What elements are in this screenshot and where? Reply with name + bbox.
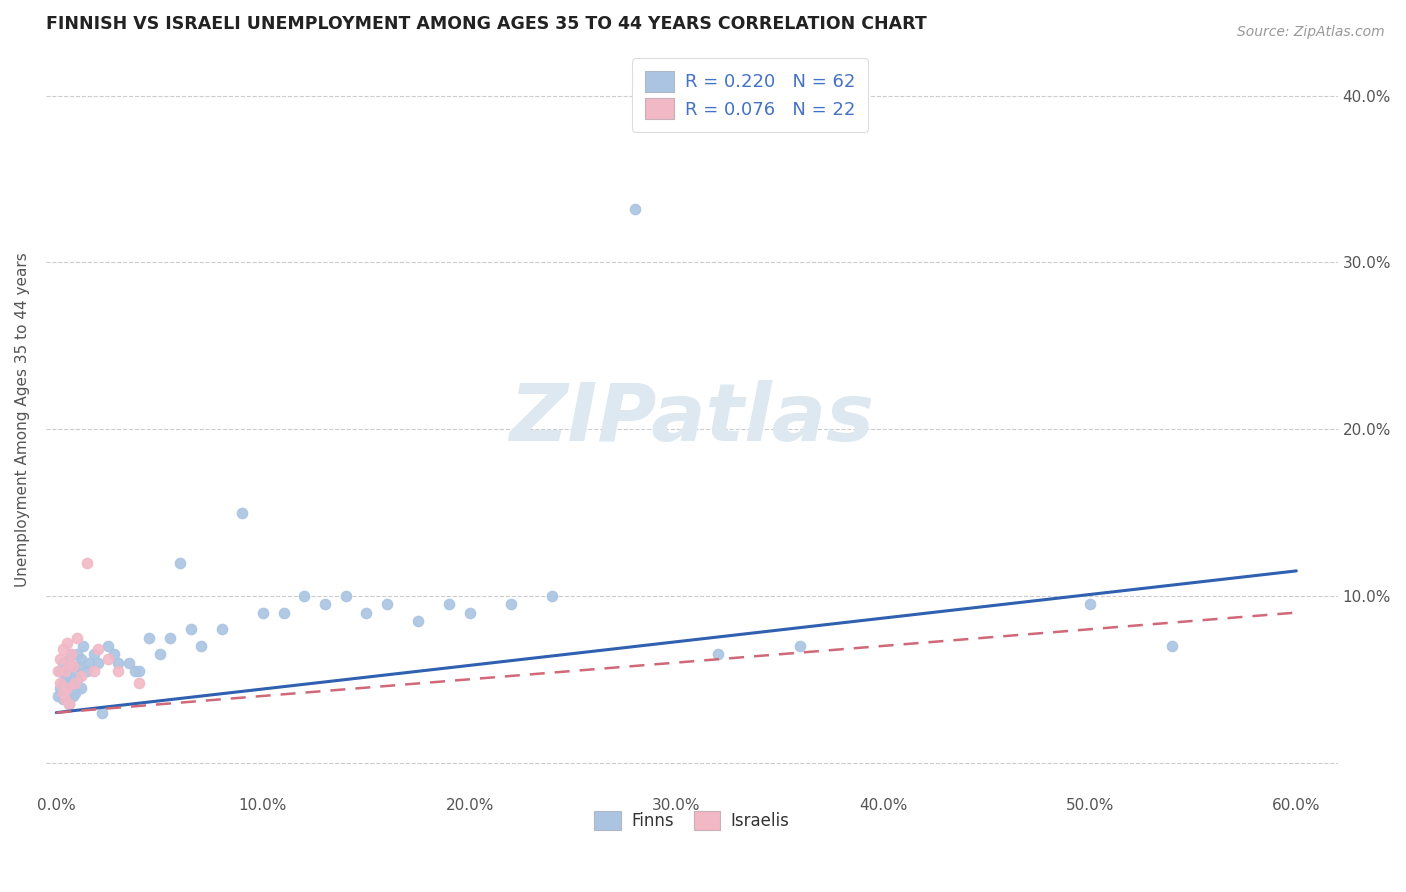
Y-axis label: Unemployment Among Ages 35 to 44 years: Unemployment Among Ages 35 to 44 years	[15, 252, 30, 587]
Point	[107, 664, 129, 678]
Point	[117, 656, 139, 670]
Point	[55, 681, 77, 695]
Point	[53, 692, 76, 706]
Point	[159, 631, 181, 645]
Point	[66, 673, 89, 687]
Point	[49, 664, 72, 678]
Point	[70, 681, 93, 695]
Point	[48, 689, 70, 703]
Text: Source: ZipAtlas.com: Source: ZipAtlas.com	[1237, 25, 1385, 39]
Point	[107, 656, 129, 670]
Point	[335, 589, 357, 603]
Point	[1078, 597, 1101, 611]
Point	[211, 622, 233, 636]
Point	[86, 656, 108, 670]
Point	[97, 639, 120, 653]
Point	[190, 639, 212, 653]
Point	[180, 622, 202, 636]
Point	[53, 669, 76, 683]
Point	[138, 631, 160, 645]
Point	[273, 606, 295, 620]
Point	[541, 589, 564, 603]
Point	[58, 652, 80, 666]
Text: ZIPatlas: ZIPatlas	[509, 380, 875, 458]
Point	[128, 675, 150, 690]
Point	[49, 681, 72, 695]
Point	[59, 647, 82, 661]
Point	[66, 631, 89, 645]
Point	[49, 652, 72, 666]
Point	[51, 685, 73, 699]
Point	[55, 692, 77, 706]
Point	[66, 647, 89, 661]
Point	[1161, 639, 1184, 653]
Point	[63, 675, 86, 690]
Point	[70, 669, 93, 683]
Point	[252, 606, 274, 620]
Point	[58, 698, 80, 712]
Text: FINNISH VS ISRAELI UNEMPLOYMENT AMONG AGES 35 TO 44 YEARS CORRELATION CHART: FINNISH VS ISRAELI UNEMPLOYMENT AMONG AG…	[46, 15, 927, 33]
Point	[149, 647, 172, 661]
Point	[314, 597, 336, 611]
Point	[375, 597, 398, 611]
Point	[499, 597, 522, 611]
Point	[59, 659, 82, 673]
Point	[79, 656, 101, 670]
Point	[62, 659, 84, 673]
Point	[51, 675, 73, 690]
Point	[86, 642, 108, 657]
Point	[48, 664, 70, 678]
Point	[76, 664, 98, 678]
Point	[789, 639, 811, 653]
Point	[169, 556, 191, 570]
Point	[83, 647, 105, 661]
Point	[49, 675, 72, 690]
Point	[624, 202, 647, 216]
Point	[63, 685, 86, 699]
Point	[97, 652, 120, 666]
Point	[51, 692, 73, 706]
Point	[103, 647, 125, 661]
Point	[437, 597, 460, 611]
Point	[70, 652, 93, 666]
Point	[406, 614, 429, 628]
Point	[55, 673, 77, 687]
Point	[706, 647, 728, 661]
Point	[72, 639, 94, 653]
Point	[62, 689, 84, 703]
Point	[67, 659, 90, 673]
Point	[53, 664, 76, 678]
Point	[83, 664, 105, 678]
Point	[59, 647, 82, 661]
Point	[63, 664, 86, 678]
Point	[292, 589, 315, 603]
Point	[458, 606, 481, 620]
Point	[53, 685, 76, 699]
Point	[58, 656, 80, 670]
Point	[90, 706, 112, 720]
Point	[58, 662, 80, 676]
Point	[58, 698, 80, 712]
Point	[356, 606, 378, 620]
Point	[124, 664, 146, 678]
Point	[55, 682, 77, 697]
Point	[51, 656, 73, 670]
Point	[51, 642, 73, 657]
Point	[62, 675, 84, 690]
Point	[128, 664, 150, 678]
Point	[76, 556, 98, 570]
Legend: Finns, Israelis: Finns, Israelis	[588, 804, 796, 837]
Point	[55, 635, 77, 649]
Point	[231, 506, 253, 520]
